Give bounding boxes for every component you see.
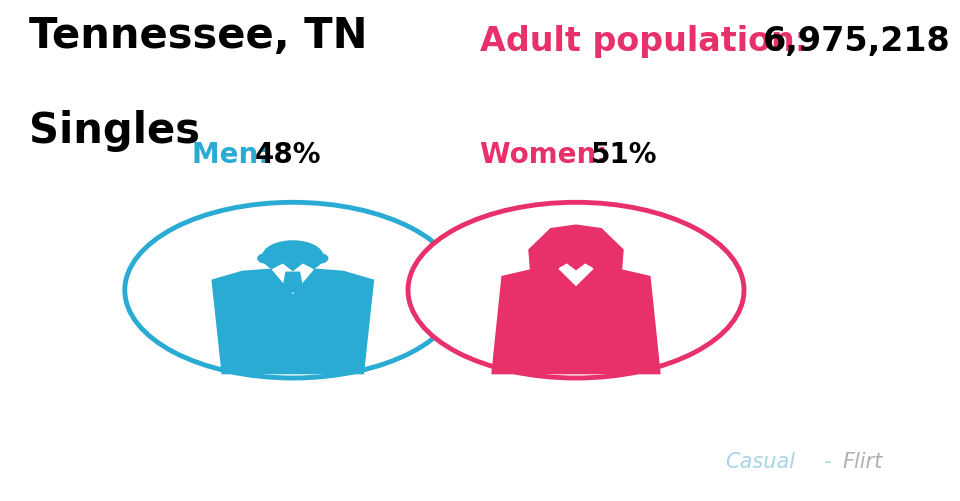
Polygon shape [559,265,592,286]
Text: Flirt: Flirt [843,451,883,471]
Circle shape [309,254,327,264]
Circle shape [258,254,276,264]
Polygon shape [492,268,660,374]
Circle shape [408,203,744,378]
Text: Tennessee, TN: Tennessee, TN [29,15,368,57]
Circle shape [262,241,323,273]
FancyBboxPatch shape [279,273,306,284]
Text: 51%: 51% [590,140,657,168]
Text: 48%: 48% [254,140,321,168]
Text: 6,975,218: 6,975,218 [763,25,951,58]
Circle shape [546,242,606,273]
Text: Singles: Singles [29,110,200,152]
Text: Casual: Casual [725,451,795,471]
Text: Adult population:: Adult population: [480,25,820,58]
Text: Women:: Women: [480,140,617,168]
Polygon shape [529,225,623,275]
FancyBboxPatch shape [564,273,588,282]
Polygon shape [281,273,304,299]
Text: Men:: Men: [192,140,279,168]
Text: -: - [823,451,830,471]
Polygon shape [273,265,313,294]
Polygon shape [212,269,373,374]
Circle shape [125,203,461,378]
